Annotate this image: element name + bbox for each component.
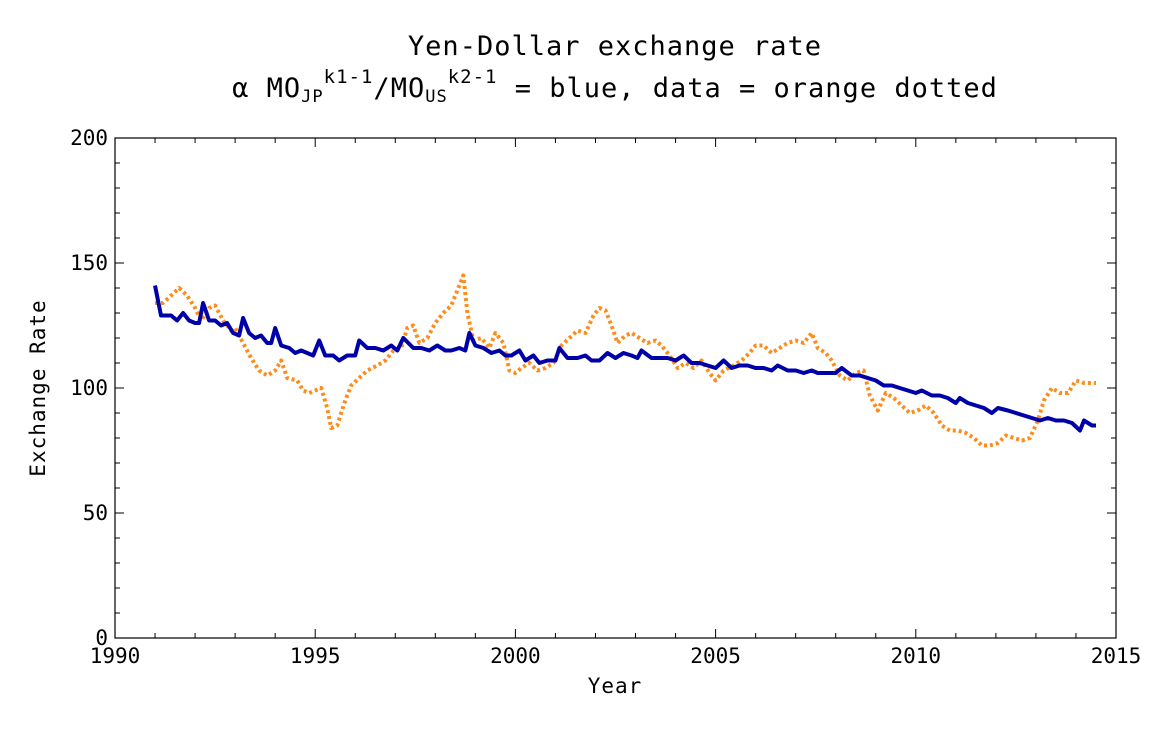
- subtitle-den-base: MO: [391, 73, 426, 104]
- subtitle-slash: /: [373, 73, 390, 104]
- x-tick-label: 2010: [891, 644, 942, 668]
- x-tick-label: 2005: [690, 644, 741, 668]
- y-tick-label: 200: [70, 126, 108, 150]
- series-line-model: [153, 285, 1096, 433]
- x-axis-label: Year: [588, 674, 643, 698]
- subtitle-num-sub: JP: [301, 87, 323, 107]
- y-tick-label: 50: [83, 501, 108, 525]
- x-tick-label: 2000: [490, 644, 541, 668]
- chart-subtitle: α MOJPk1-1/MOUSk2-1 = blue, data = orang…: [232, 66, 998, 107]
- subtitle-tail: = blue, data = orange dotted: [497, 73, 997, 104]
- plot-frame: [114, 137, 1117, 639]
- axis-ticks: [114, 137, 1117, 639]
- subtitle-num-sup: k1-1: [324, 66, 374, 88]
- chart-title: Yen-Dollar exchange rate: [408, 31, 822, 62]
- subtitle-alpha: α: [232, 73, 249, 104]
- plot-content: [153, 273, 1096, 448]
- subtitle-den-sup: k2-1: [448, 66, 498, 88]
- axis-tick-labels: 1990 1995 2000 2005 2010 2015 0 50 100 150 200: [70, 126, 1141, 668]
- y-tick-label: 100: [70, 376, 108, 400]
- x-tick-label: 1990: [90, 644, 141, 668]
- x-tick-label: 1995: [290, 644, 341, 668]
- y-axis-label: Exchange Rate: [26, 299, 50, 476]
- y-tick-label: 150: [70, 251, 108, 275]
- x-tick-label: 2015: [1091, 644, 1142, 668]
- subtitle-num-base: MO: [267, 73, 302, 104]
- subtitle-den-sub: US: [425, 87, 447, 107]
- series-line-data: [155, 273, 1096, 448]
- y-tick-label: 0: [95, 626, 108, 650]
